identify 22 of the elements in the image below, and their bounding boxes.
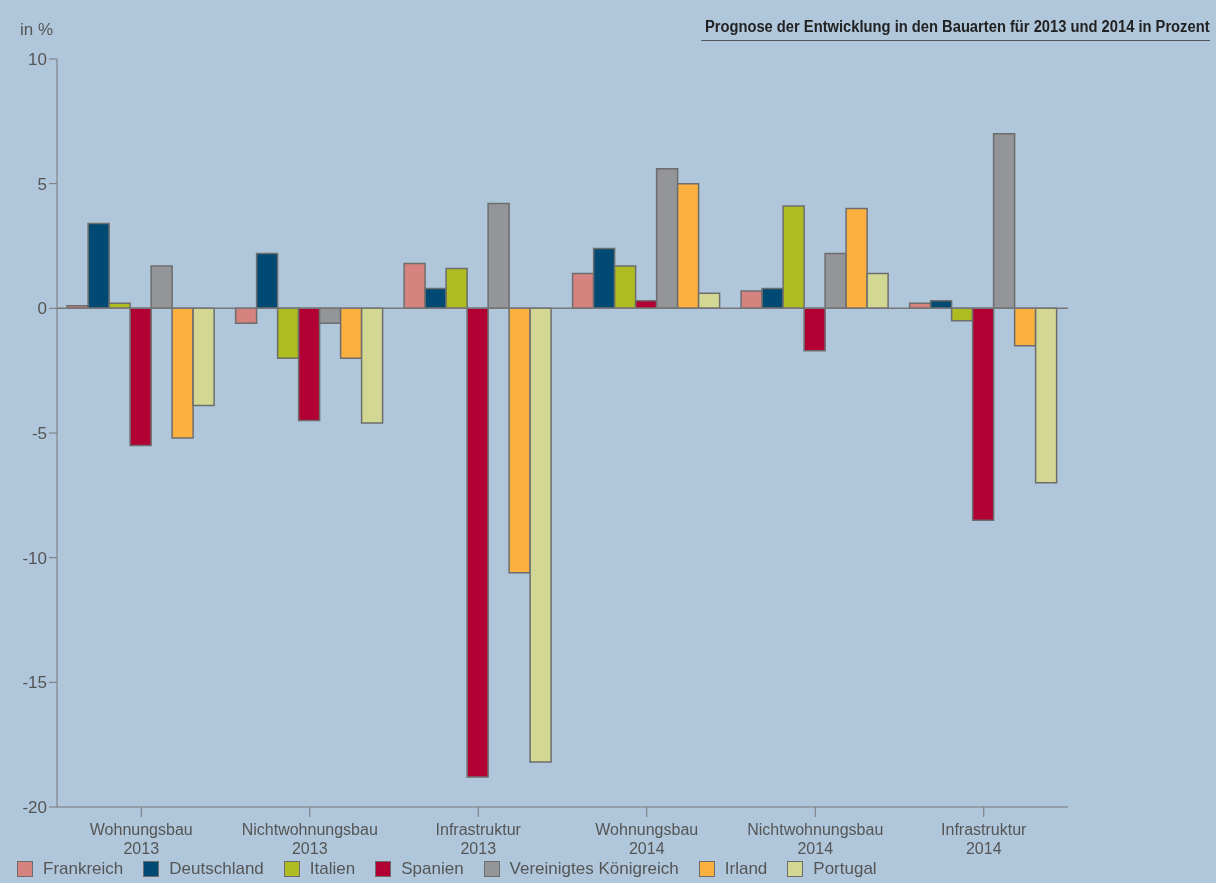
legend-label: Frankreich xyxy=(42,859,124,879)
y-tick-label: 5 xyxy=(37,174,47,194)
y-tick-label: -20 xyxy=(22,798,47,818)
y-tick-label: 10 xyxy=(28,50,47,70)
y-tick-label: -10 xyxy=(22,548,47,568)
legend-label: Italien xyxy=(308,859,356,879)
x-tick-label: Wohnungsbau 2014 xyxy=(595,821,699,857)
y-tick-label: -5 xyxy=(31,424,47,444)
y-tick-label: 0 xyxy=(37,299,47,319)
legend-label: Deutschland xyxy=(168,859,264,879)
legend-label: Irland xyxy=(723,859,768,879)
chart-title: Prognose der Entwicklung in den Bauarten für 2013 und 2014 in Prozent xyxy=(701,18,1210,41)
legend-label: Portugal xyxy=(812,859,877,879)
x-tick-label: Wohnungsbau 2013 xyxy=(89,821,193,857)
y-axis-title: in % xyxy=(20,20,54,40)
x-tick-label: Nichtwohnungsbau 2014 xyxy=(747,821,884,857)
legend-label: Vereinigtes Königreich xyxy=(508,859,679,879)
x-tick-label: Nichtwohnungsbau 2013 xyxy=(241,821,378,857)
x-tick-label: Infrastruktur 2014 xyxy=(941,821,1028,857)
y-tick-label: -15 xyxy=(22,673,47,693)
x-tick-label: Infrastruktur 2013 xyxy=(435,821,522,857)
legend-label: Spanien xyxy=(400,859,464,879)
